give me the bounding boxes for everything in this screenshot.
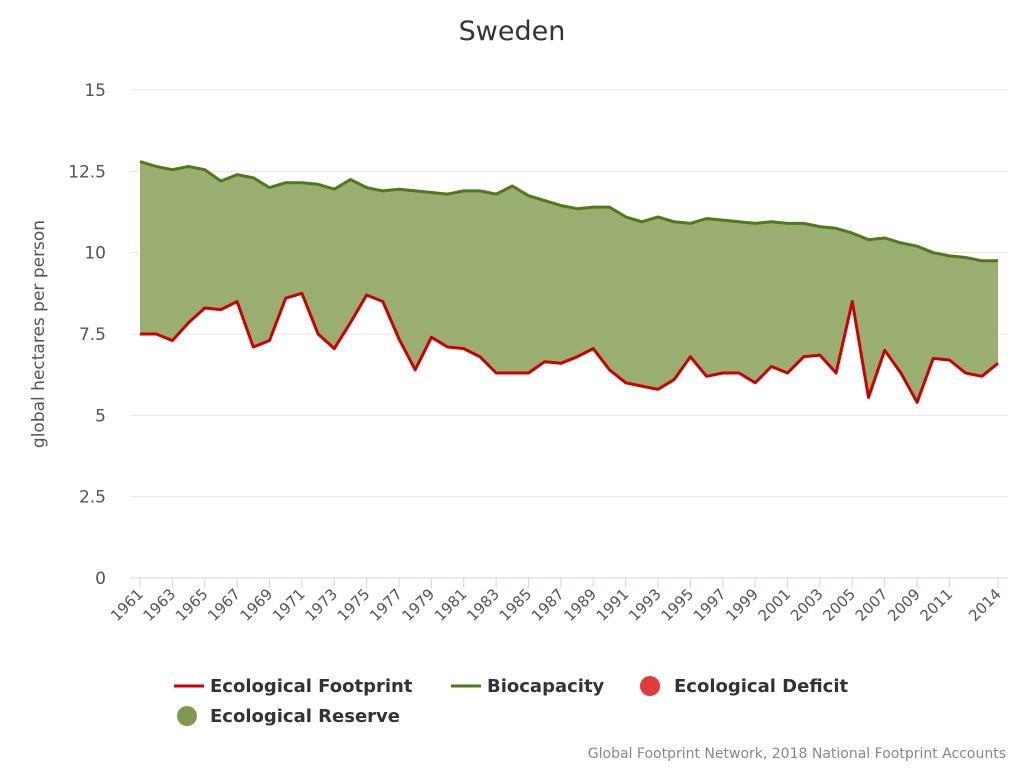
x-tick-label: 2014 (965, 585, 1005, 625)
legend-deficit-swatch (640, 676, 660, 696)
legend-reserve-swatch (177, 706, 197, 726)
x-tick-label: 1973 (301, 585, 341, 625)
x-tick-label: 1983 (463, 585, 503, 625)
credit-text: Global Footprint Network, 2018 National … (588, 746, 1006, 762)
x-tick-label: 2009 (884, 585, 924, 625)
y-tick-label: 2.5 (79, 488, 106, 508)
x-tick-label: 2001 (755, 585, 795, 625)
x-axis-ticks: 1961196319651967196919711973197519771979… (107, 578, 1005, 625)
x-tick-label: 1977 (366, 585, 406, 625)
x-tick-label: 1989 (560, 585, 600, 625)
reserve-area-fill (140, 161, 998, 403)
footprint-line (140, 291, 999, 404)
y-axis-label: global hectares per person (29, 220, 49, 448)
legend: Ecological Footprint Biocapacity Ecologi… (174, 676, 849, 727)
x-tick-label: 1967 (204, 585, 244, 625)
y-tick-label: 0 (95, 569, 106, 589)
legend-reserve-label[interactable]: Ecological Reserve (210, 706, 400, 727)
legend-deficit-label[interactable]: Ecological Deficit (674, 676, 849, 697)
y-tick-label: 12.5 (68, 162, 106, 182)
x-tick-label: 2007 (852, 585, 892, 625)
y-axis-ticks: 0 2.5 5 7.5 10 12.5 15 (68, 81, 106, 589)
x-tick-label: 1969 (237, 585, 277, 625)
x-tick-label: 2003 (787, 585, 827, 625)
x-tick-label: 1999 (722, 585, 762, 625)
x-tick-label: 1971 (269, 585, 309, 625)
y-tick-label: 5 (95, 406, 106, 426)
x-tick-label: 2011 (917, 585, 957, 625)
y-tick-label: 7.5 (79, 325, 106, 345)
x-tick-label: 2005 (819, 585, 859, 625)
y-tick-label: 15 (84, 81, 106, 101)
x-tick-label: 1961 (107, 585, 147, 625)
chart-title: Sweden (459, 16, 566, 47)
x-tick-label: 1995 (658, 585, 698, 625)
x-tick-label: 1985 (496, 585, 536, 625)
x-tick-label: 1979 (398, 585, 438, 625)
legend-biocapacity-label[interactable]: Biocapacity (487, 676, 605, 697)
y-tick-label: 10 (84, 244, 106, 264)
legend-footprint-label[interactable]: Ecological Footprint (210, 676, 413, 697)
x-tick-label: 1981 (431, 585, 471, 625)
x-tick-label: 1987 (528, 585, 568, 625)
x-tick-label: 1965 (172, 585, 212, 625)
reserve-area (140, 161, 998, 403)
series-lines (139, 160, 999, 404)
x-tick-label: 1993 (625, 585, 665, 625)
x-tick-label: 1963 (139, 585, 179, 625)
x-tick-label: 1997 (690, 585, 730, 625)
x-tick-label: 1991 (593, 585, 633, 625)
biocapacity-line (139, 160, 998, 263)
x-tick-label: 1975 (334, 585, 374, 625)
